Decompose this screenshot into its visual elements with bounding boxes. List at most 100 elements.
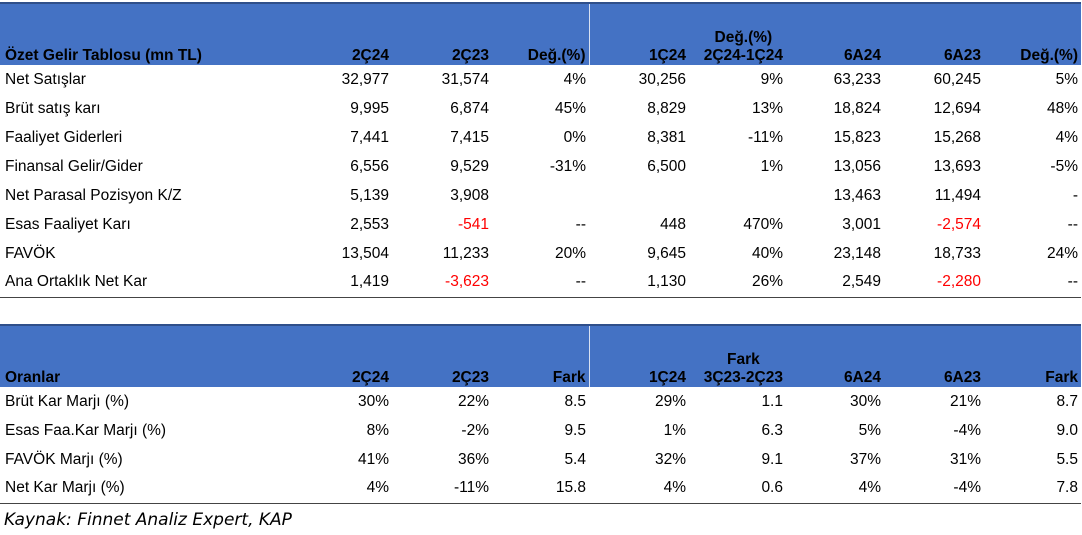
income-cell: -- <box>1067 273 1078 291</box>
ratios-cell: 9.0 <box>1056 421 1078 439</box>
ratios-cell: 31% <box>949 450 981 468</box>
ratios-cell: 7.8 <box>1056 479 1078 497</box>
income-row-label: Net Parasal Pozisyon K/Z <box>5 186 182 204</box>
income-cell: -2,280 <box>937 273 981 291</box>
income-cell: 2,549 <box>842 273 881 291</box>
income-col-header: 2Ç24 <box>351 47 389 64</box>
ratios-cell: -4% <box>953 479 981 497</box>
table-row: Esas Faaliyet Karı 2,553 -541 -- 448 470% 3,00… <box>0 210 1081 239</box>
income-cell: 7,415 <box>450 128 489 146</box>
ratios-cell: 21% <box>949 392 981 410</box>
ratios-cell: 41% <box>357 450 389 468</box>
ratios-col-header-line: 3Ç23-2Ç23 <box>703 369 783 386</box>
income-cell: 448 <box>660 215 686 233</box>
ratios-col-header: Oranlar <box>5 369 61 386</box>
income-cell: 9% <box>760 70 783 88</box>
income-cell: 3,908 <box>450 186 489 204</box>
income-col-header: Özet Gelir Tablosu (mn TL) <box>5 47 202 64</box>
income-cell: 5% <box>1055 70 1078 88</box>
ratios-cell: 0.6 <box>761 479 783 497</box>
income-cell: 45% <box>554 99 586 117</box>
income-col-header-stack: Değ.(%) 2Ç24-1Ç24 <box>704 29 783 65</box>
income-cell: 9,645 <box>647 244 686 262</box>
income-cell: 470% <box>743 215 783 233</box>
ratios-cell: 1.1 <box>761 392 783 410</box>
income-col-header: 1Ç24 <box>588 3 689 65</box>
ratios-cell: 30% <box>357 392 389 410</box>
income-cell: -5% <box>1050 157 1078 175</box>
ratios-header-row: Oranlar 2Ç24 2Ç23 Fark 1Ç24 Fark 3Ç23-2Ç23 6A24… <box>0 325 1081 387</box>
income-cell: 18,733 <box>933 244 981 262</box>
ratios-row-label: Net Kar Marjı (%) <box>5 479 125 497</box>
income-cell: 12,694 <box>933 99 981 117</box>
table-row: Ana Ortaklık Net Kar 1,419 -3,623 -- 1,130 26… <box>0 268 1081 297</box>
income-cell: 48% <box>1046 99 1078 117</box>
ratios-cell: 37% <box>849 450 881 468</box>
income-cell: 5,139 <box>350 186 389 204</box>
income-header: Özet Gelir Tablosu (mn TL) 2Ç24 2Ç23 Değ.(%… <box>0 3 1081 65</box>
ratios-cell: 29% <box>654 392 686 410</box>
income-cell: 31,574 <box>441 70 489 88</box>
income-cell: 0% <box>563 128 586 146</box>
ratios-col-header-line: Fark <box>726 351 760 368</box>
income-cell: 20% <box>554 244 586 262</box>
ratios-cell: 8% <box>366 421 389 439</box>
income-cell: 13% <box>751 99 783 117</box>
ratios-cell: 5.4 <box>564 450 586 468</box>
income-cell: -31% <box>549 157 586 175</box>
income-col-header: 6A23 <box>943 47 981 64</box>
income-cell: 13,056 <box>833 157 881 175</box>
income-cell: -541 <box>457 215 489 233</box>
ratios-cell: 8.7 <box>1056 392 1078 410</box>
ratios-cell: 4% <box>366 479 389 497</box>
income-cell: 9,529 <box>450 157 489 175</box>
ratios-table: Oranlar 2Ç24 2Ç23 Fark 1Ç24 Fark 3Ç23-2Ç23 6A24… <box>0 324 1081 504</box>
table-row: Net Satışlar 32,977 31,574 4% 30,256 9% 63,233… <box>0 65 1081 94</box>
ratios-cell: 4% <box>663 479 686 497</box>
table-row: Faaliyet Giderleri 7,441 7,415 0% 8,381 -11% 1… <box>0 123 1081 152</box>
income-cell: 7,441 <box>350 128 389 146</box>
income-cell: 2,553 <box>350 215 389 233</box>
income-cell: -- <box>575 215 586 233</box>
source-note: Kaynak: Finnet Analiz Expert, KAP <box>4 510 292 530</box>
income-cell: 15,823 <box>833 128 881 146</box>
income-row-label: Net Satışlar <box>5 70 86 88</box>
ratios-cell: 9.1 <box>761 450 783 468</box>
ratios-row-label: Esas Faa.Kar Marjı (%) <box>5 421 167 439</box>
ratios-cell: 4% <box>858 479 881 497</box>
income-row-label: Esas Faaliyet Karı <box>5 215 131 233</box>
income-cell: - <box>1072 186 1078 204</box>
table-row: Net Kar Marjı (%) 4% -11% 15.8 4% 0.6 4% -4% 7.8 <box>0 474 1081 503</box>
ratios-cell: 30% <box>849 392 881 410</box>
income-cell: -11% <box>747 128 783 146</box>
income-body: Net Satışlar 32,977 31,574 4% 30,256 9% 63,233… <box>0 65 1081 297</box>
income-cell: 30,256 <box>638 70 686 88</box>
income-cell: 4% <box>1055 128 1078 146</box>
ratios-cell: 5.5 <box>1056 450 1078 468</box>
income-cell: 32,977 <box>341 70 389 88</box>
table-row: Brüt Kar Marjı (%) 30% 22% 8.5 29% 1.1 30% 21% 8… <box>0 387 1081 416</box>
income-cell: 1% <box>760 157 783 175</box>
income-row-label: Ana Ortaklık Net Kar <box>5 273 148 291</box>
income-row-label: FAVÖK <box>5 244 56 262</box>
ratios-cell: 9.5 <box>564 421 586 439</box>
income-cell: 24% <box>1046 244 1078 262</box>
income-cell: 60,245 <box>933 70 981 88</box>
ratios-col-header: Fark 3Ç23-2Ç23 <box>689 325 786 387</box>
income-cell: 1,419 <box>350 273 389 291</box>
income-col-header: Değ.(%) 2Ç24-1Ç24 <box>689 3 786 65</box>
ratios-col-header: 1Ç24 <box>588 325 689 387</box>
income-col-header: Değ.(%) <box>527 47 586 64</box>
ratios-cell: 8.5 <box>564 392 586 410</box>
ratios-cell: -4% <box>953 421 981 439</box>
income-cell <box>589 181 689 210</box>
table-row: FAVÖK Marjı (%) 41% 36% 5.4 32% 9.1 37% 31% 5.5 <box>0 445 1081 474</box>
ratios-cell: 1% <box>663 421 686 439</box>
ratios-col-header: Fark <box>552 369 586 386</box>
ratios-col-header: 6A23 <box>943 369 981 386</box>
ratios-col-header: 6A24 <box>843 369 881 386</box>
income-col-header-line: 2Ç24-1Ç24 <box>703 47 783 64</box>
income-header-row: Özet Gelir Tablosu (mn TL) 2Ç24 2Ç23 Değ.(%… <box>0 3 1081 65</box>
ratios-col-header: 2Ç23 <box>451 369 489 386</box>
income-cell: -- <box>1067 215 1078 233</box>
